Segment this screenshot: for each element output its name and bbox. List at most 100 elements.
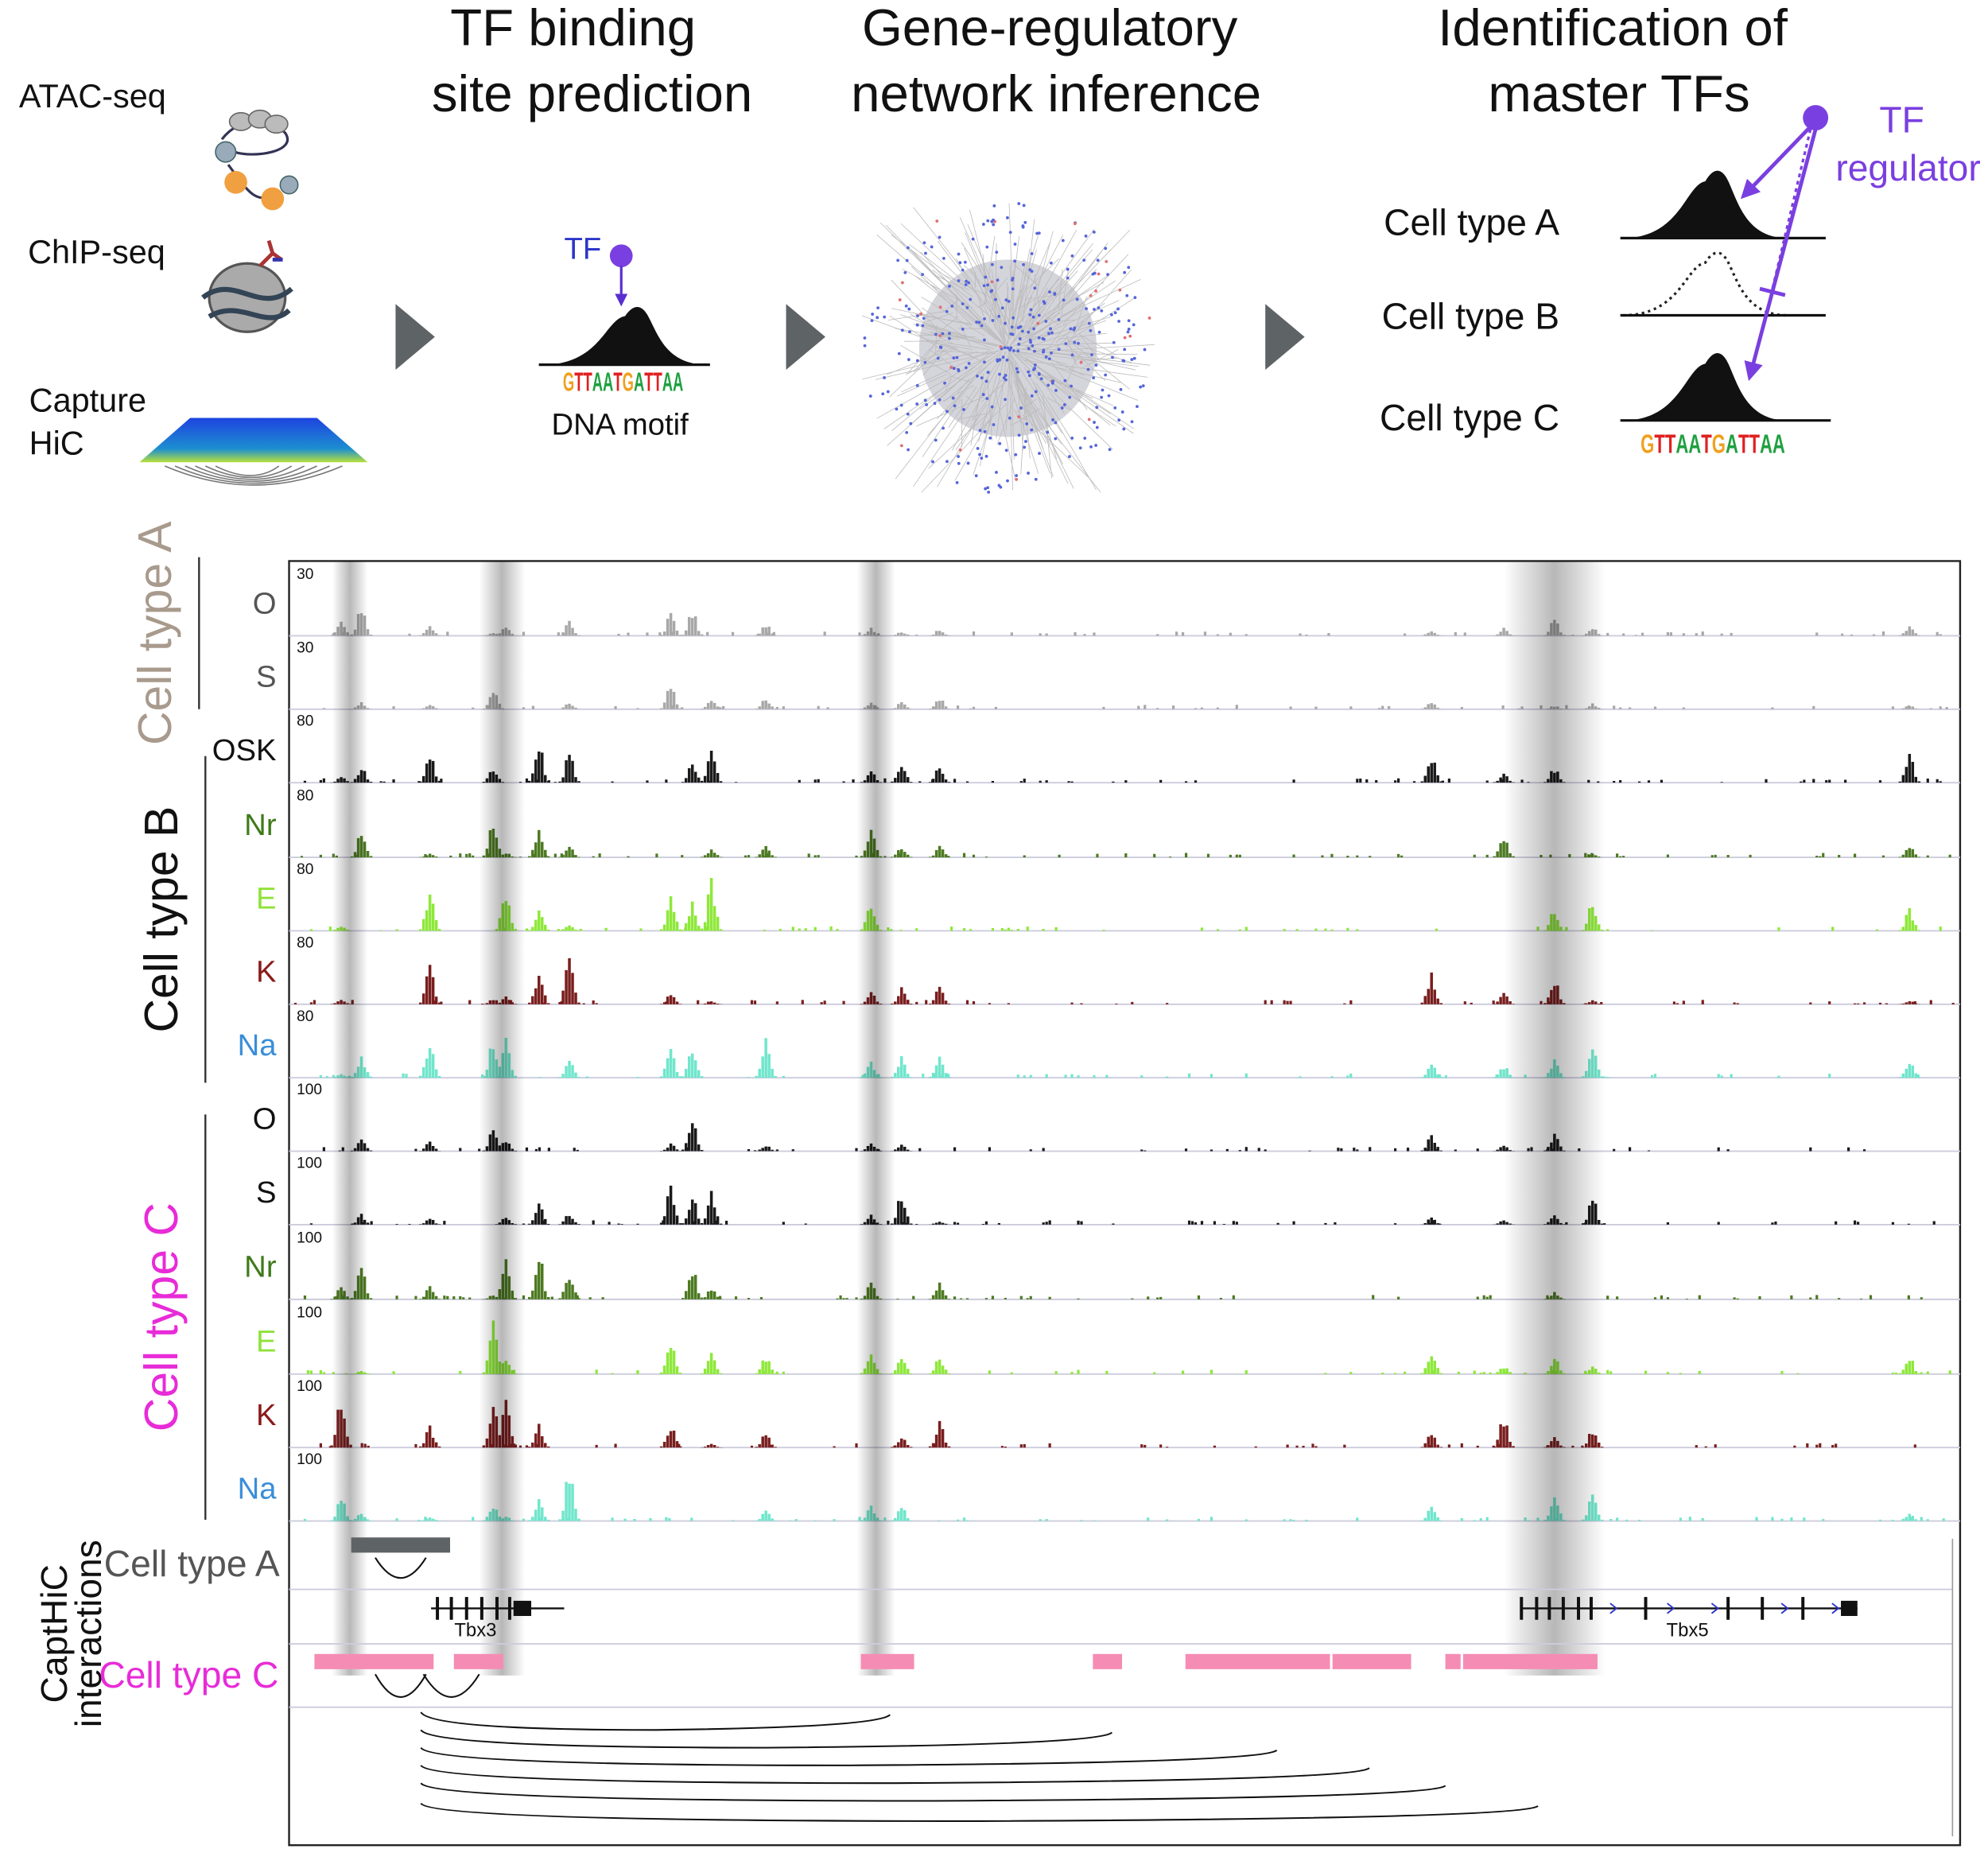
network-node	[935, 219, 939, 223]
network-edge	[1012, 349, 1067, 365]
network-node	[1067, 455, 1071, 458]
network-edge	[926, 312, 953, 323]
network-node	[908, 330, 911, 334]
network-edge	[1067, 344, 1106, 382]
network-edge	[1015, 348, 1151, 366]
network-node	[981, 393, 985, 396]
track-label: OSK	[212, 733, 277, 767]
group-label: Cell type B	[136, 806, 188, 1033]
network-edge	[943, 353, 1002, 402]
network-node	[1054, 421, 1058, 425]
network-edge	[1006, 358, 1050, 474]
network-node	[1004, 298, 1008, 302]
peak-absent	[1622, 251, 1788, 317]
network-edge	[891, 308, 972, 326]
network-node	[958, 261, 962, 265]
network-node	[915, 359, 919, 363]
network-node	[898, 298, 902, 301]
strand-arrow	[1609, 1602, 1618, 1614]
network-edge	[985, 287, 1005, 341]
network-edge	[1016, 352, 1134, 434]
network-edge	[879, 222, 1001, 341]
interaction-region	[1462, 1653, 1598, 1669]
hic-map	[139, 418, 368, 463]
network-node	[1130, 358, 1134, 361]
network-node	[942, 257, 945, 260]
network-node	[1095, 406, 1099, 410]
network-node	[945, 460, 949, 464]
network-node	[1049, 261, 1053, 265]
network-edge	[942, 385, 975, 402]
network-node	[906, 412, 910, 416]
network-node	[955, 480, 959, 484]
network-node	[1034, 477, 1038, 481]
network-node	[1021, 224, 1025, 227]
input-label: HiC	[29, 425, 84, 462]
network-node	[1111, 355, 1114, 359]
track-label: S	[256, 1175, 277, 1210]
network-node	[1122, 427, 1126, 431]
network-node	[1096, 258, 1100, 262]
network-node	[1069, 327, 1073, 331]
network-edge	[1019, 329, 1043, 339]
network-node	[1132, 323, 1136, 327]
network-node	[941, 332, 945, 336]
network-node	[1094, 444, 1098, 447]
signal-track	[319, 1038, 1921, 1078]
network-node	[1018, 337, 1022, 340]
network-edge	[1023, 367, 1097, 491]
signal-track	[303, 751, 1942, 783]
track-label: Na	[238, 1028, 278, 1062]
step-arrow	[1265, 304, 1305, 370]
highlight-band	[1503, 561, 1606, 1676]
network-node	[966, 461, 970, 465]
signal-track	[303, 1259, 1923, 1299]
network-node	[1041, 337, 1045, 340]
track-label: Nr	[244, 808, 277, 842]
network-node	[899, 403, 903, 407]
network-edge	[1050, 282, 1105, 312]
capthic-title: CaptHiC	[33, 1564, 75, 1703]
group-label: Cell type A	[130, 521, 181, 745]
network-edge	[1046, 397, 1071, 410]
network-edge	[1067, 383, 1135, 429]
network-node	[1011, 316, 1015, 320]
network-edge	[1013, 380, 1028, 420]
signal-track	[319, 1400, 1916, 1448]
network-node	[942, 426, 945, 430]
network-node	[983, 338, 986, 342]
network-node	[1130, 420, 1134, 424]
network-edge	[1063, 367, 1074, 387]
interaction-region	[453, 1653, 503, 1669]
network-edge	[959, 216, 1007, 323]
input-label: ChIP-seq	[28, 234, 165, 270]
network-edge	[1038, 287, 1048, 305]
signal-track	[322, 689, 1948, 709]
input-label: Capture	[29, 382, 146, 418]
network-node	[915, 383, 919, 387]
signal-track	[330, 612, 1942, 636]
network-edge	[1047, 229, 1131, 316]
network-edge	[909, 244, 969, 291]
network-edge	[1072, 356, 1077, 367]
step-arrow	[395, 304, 435, 370]
network-node	[933, 402, 937, 406]
network-node	[998, 372, 1001, 376]
network-node	[1016, 370, 1019, 374]
network-node	[1001, 355, 1005, 359]
network-node	[1054, 389, 1058, 392]
network-node	[930, 245, 934, 249]
network-edge	[957, 413, 988, 420]
motif-logo: GTTAATGATTAA	[1640, 429, 1785, 459]
network-node	[1028, 313, 1032, 317]
network-node	[978, 429, 982, 433]
network-edge	[914, 275, 997, 340]
network-edge	[964, 247, 1005, 344]
network-node	[1002, 376, 1006, 379]
network-edge	[1022, 219, 1035, 323]
network-node	[1003, 346, 1007, 350]
network-edge	[1027, 310, 1051, 332]
network-node	[1046, 430, 1050, 434]
network-node	[1017, 415, 1021, 419]
network-node	[1050, 351, 1053, 355]
